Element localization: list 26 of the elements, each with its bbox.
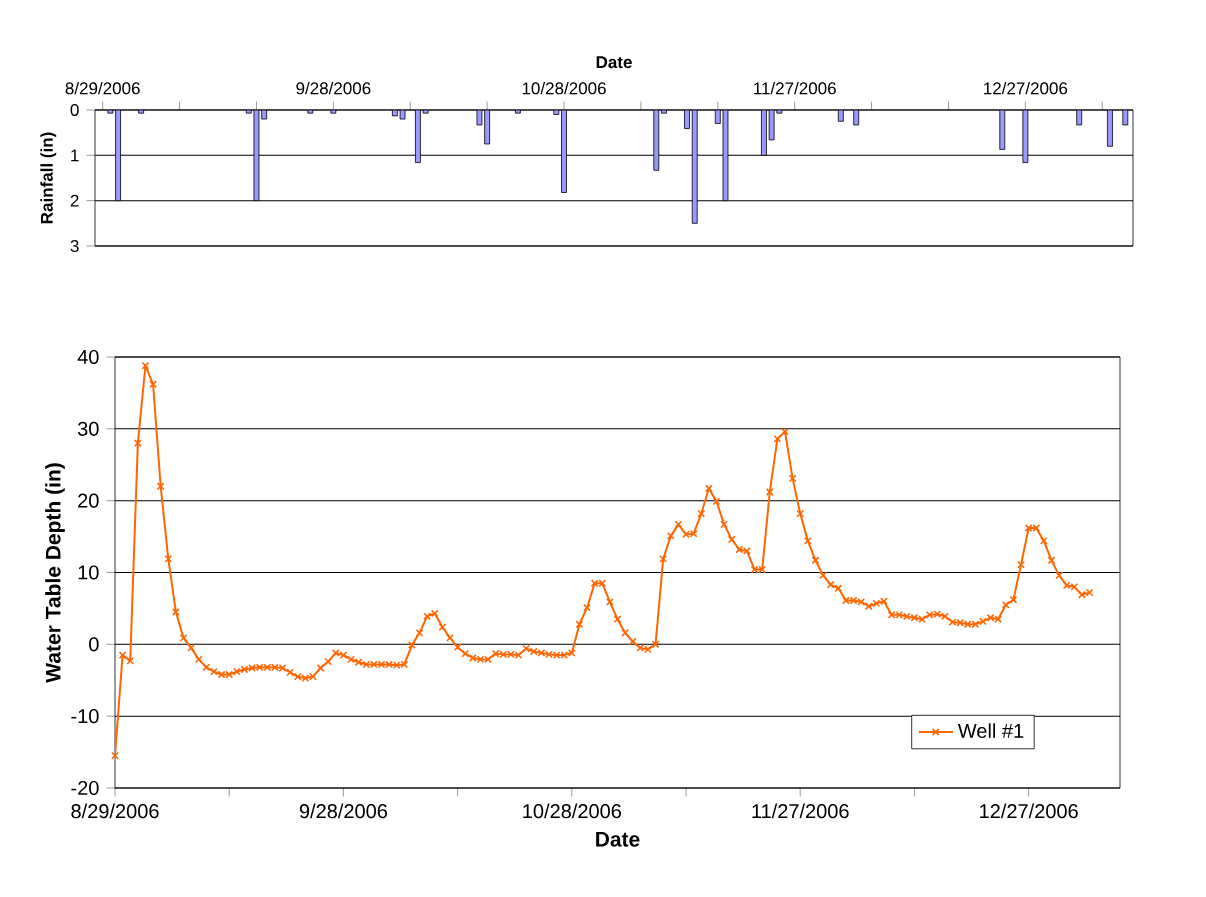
x-tick-label: 10/28/2006 bbox=[522, 81, 606, 95]
x-axis-title: Date bbox=[596, 56, 632, 69]
x-axis-title: Date bbox=[596, 832, 640, 847]
y-tick-label: -20 bbox=[71, 780, 99, 796]
y-axis-title: Rainfall (in) bbox=[40, 132, 57, 224]
x-tick-label: 12/27/2006 bbox=[984, 81, 1068, 95]
x-tick-label: 11/27/2006 bbox=[752, 803, 849, 819]
x-tick-label: 8/29/2006 bbox=[71, 803, 159, 819]
y-tick-label: -10 bbox=[71, 709, 99, 724]
x-tick-label: 8/29/2006 bbox=[65, 81, 140, 95]
x-tick-label: 9/28/2006 bbox=[299, 803, 388, 819]
y-tick-label: 1 bbox=[71, 149, 79, 162]
legend-label: Well #1 bbox=[957, 723, 1024, 738]
y-tick-label: 20 bbox=[78, 493, 99, 508]
y-axis-title: Water Table Depth (in) bbox=[45, 463, 65, 683]
y-tick-label: 0 bbox=[89, 637, 99, 652]
y-tick-label: 10 bbox=[78, 565, 99, 580]
y-tick-label: 3 bbox=[70, 239, 79, 252]
x-tick-label: 10/28/2006 bbox=[523, 803, 621, 819]
y-tick-label: 40 bbox=[77, 349, 99, 365]
y-tick-label: 30 bbox=[77, 421, 99, 436]
y-tick-label: 0 bbox=[70, 103, 79, 116]
x-tick-label: 11/27/2006 bbox=[754, 81, 836, 95]
y-tick-label: 2 bbox=[70, 194, 79, 207]
x-tick-label: 12/27/2006 bbox=[980, 803, 1078, 819]
x-tick-label: 9/28/2006 bbox=[296, 81, 371, 95]
